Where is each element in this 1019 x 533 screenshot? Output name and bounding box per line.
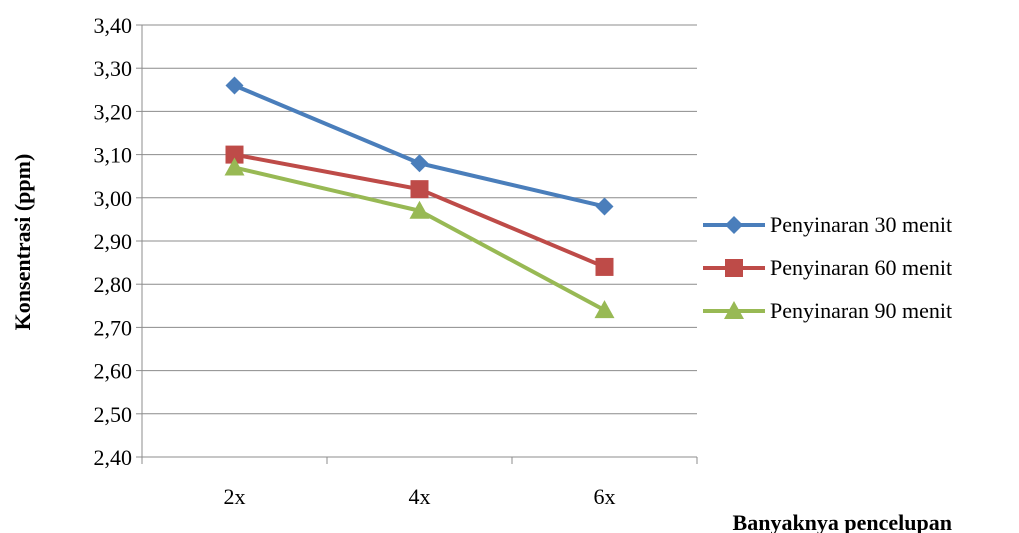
y-tick-label: 2,50 xyxy=(94,402,133,427)
legend: Penyinaran 30 menit Penyinaran 60 menit Pe… xyxy=(703,212,952,323)
y-tick-label: 2,80 xyxy=(94,272,133,297)
x-tick-label: 6x xyxy=(594,484,616,509)
x-axis-title: Banyaknya pencelupan xyxy=(733,510,952,533)
legend-item: Penyinaran 30 menit xyxy=(703,212,952,237)
y-tick-label: 3,30 xyxy=(94,56,133,81)
y-tick-label: 3,40 xyxy=(94,13,133,38)
data-point xyxy=(411,154,429,172)
y-tick-label: 2,90 xyxy=(94,229,133,254)
y-tick-label: 3,20 xyxy=(94,99,133,124)
y-tick-label: 3,10 xyxy=(94,143,133,168)
gridlines xyxy=(142,25,697,414)
data-point xyxy=(226,76,244,94)
data-point xyxy=(596,258,614,276)
legend-label: Penyinaran 60 menit xyxy=(770,255,952,280)
data-point xyxy=(596,197,614,215)
legend-item: Penyinaran 60 menit xyxy=(703,255,952,280)
y-axis-title: Konsentrasi (ppm) xyxy=(10,154,35,331)
legend-item: Penyinaran 90 menit xyxy=(703,298,952,323)
legend-marker xyxy=(725,216,743,234)
series-lines xyxy=(225,76,615,318)
legend-label: Penyinaran 90 menit xyxy=(770,298,952,323)
y-tick-label: 3,00 xyxy=(94,186,133,211)
x-tick-label: 4x xyxy=(409,484,431,509)
legend-label: Penyinaran 30 menit xyxy=(770,212,952,237)
x-tick-label: 2x xyxy=(224,484,246,509)
y-tick-label: 2,70 xyxy=(94,315,133,340)
legend-marker xyxy=(725,259,743,277)
axes xyxy=(136,25,697,464)
data-point xyxy=(411,180,429,198)
y-tick-label: 2,60 xyxy=(94,359,133,384)
x-tick-labels: 2x 4x 6x xyxy=(224,484,616,509)
data-point xyxy=(595,300,615,318)
y-tick-label: 2,40 xyxy=(94,445,133,470)
y-tick-labels: 2,40 2,50 2,60 2,70 2,80 2,90 3,00 3,10 3,20 3,30… xyxy=(94,13,133,470)
